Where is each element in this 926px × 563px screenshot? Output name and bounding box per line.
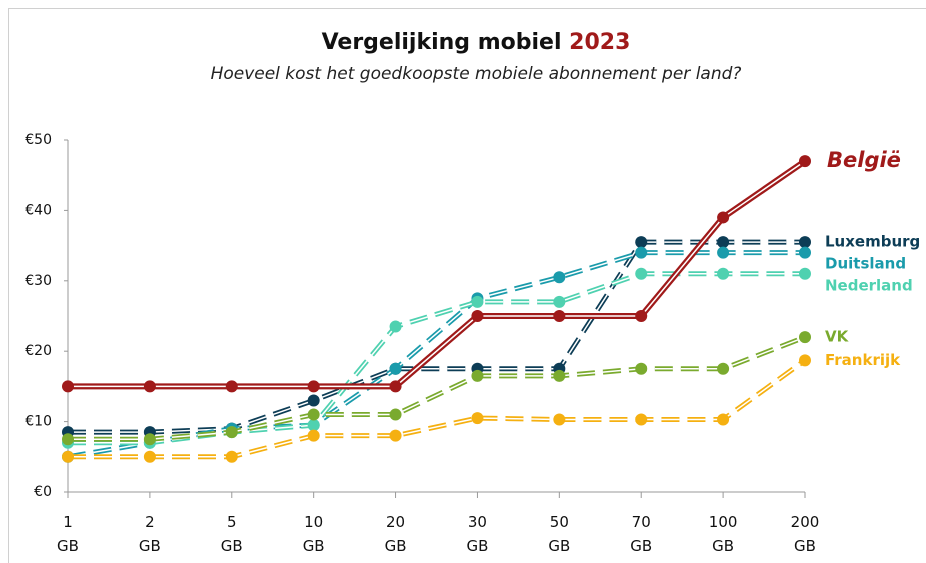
y-tick-label: €20 [25,343,52,359]
data-point [635,267,648,280]
data-point [143,450,156,463]
data-point [389,362,402,375]
legend-label: Luxemburg [825,233,920,251]
data-point [635,362,648,375]
data-point [717,362,730,375]
data-point [799,236,811,249]
y-tick-label: €0 [34,484,52,500]
x-tick-label: 10 GB [302,513,325,555]
frame [8,8,926,563]
data-point [307,408,320,421]
data-point [553,271,566,284]
data-point [389,408,402,421]
data-point [799,155,811,168]
chart-subtitle: Hoeveel kost het goedkoopste mobiele abo… [211,64,742,84]
series-line-highlight [68,241,805,433]
data-point [62,450,74,463]
data-point [717,246,730,259]
x-tick-label: 5 GB [220,513,243,555]
series-line-highlight [67,251,805,458]
data-point [471,412,484,425]
y-tick-label: €50 [25,132,52,148]
data-point [62,380,74,393]
data-point [799,246,811,259]
x-tick-label: 20 GB [384,513,407,555]
data-point [717,267,730,280]
data-point [389,429,402,442]
data-point [799,354,811,367]
x-tick-label: 70 GB [630,513,653,555]
x-tick-label: 30 GB [466,513,489,555]
series-line-highlight [68,160,806,388]
data-point [307,429,320,442]
data-point [471,295,484,308]
data-point [307,380,320,393]
series-line-highlight [68,273,805,444]
data-point [553,413,566,426]
data-point [553,310,566,322]
series-line-highlight [68,359,806,458]
data-point [717,236,730,249]
x-tick-label: 2 GB [138,513,161,555]
data-point [307,419,320,432]
data-point [717,413,730,426]
data-point [553,369,566,382]
data-point [389,380,402,393]
legend-label: België [827,148,901,172]
x-tick-label: 200 GB [790,513,820,555]
data-point [717,211,730,224]
data-point [635,413,648,426]
data-point [553,295,566,308]
legend-label: Duitsland [825,255,906,273]
data-point [143,433,156,446]
y-tick-label: €30 [25,273,52,289]
data-point [635,310,648,322]
data-point [635,236,648,249]
chart-title: Vergelijking mobiel 2023 [322,30,631,55]
x-tick-label: 50 GB [548,513,571,555]
series-line [68,239,805,435]
data-point [143,380,156,393]
y-tick-label: €10 [25,414,52,430]
legend-label: Frankrijk [825,351,901,369]
data-point [62,433,74,446]
title-part: Vergelijking mobiel [322,30,562,55]
data-point [225,380,238,393]
x-tick-label: 1 GB [57,513,79,555]
series-line [68,358,807,460]
data-point [307,394,320,407]
data-point [471,369,484,382]
series-line-highlight [68,336,806,440]
data-point [799,267,811,280]
data-point [225,426,238,439]
data-point [389,320,402,333]
data-point [225,450,238,463]
data-point [635,246,648,259]
title-part: 2023 [569,30,630,55]
data-point [471,310,484,322]
legend-label: Nederland [825,277,913,295]
x-tick-label: 100 GB [708,513,738,555]
legend-label: VK [825,328,850,346]
y-tick-label: €40 [25,202,52,218]
data-point [799,331,811,344]
